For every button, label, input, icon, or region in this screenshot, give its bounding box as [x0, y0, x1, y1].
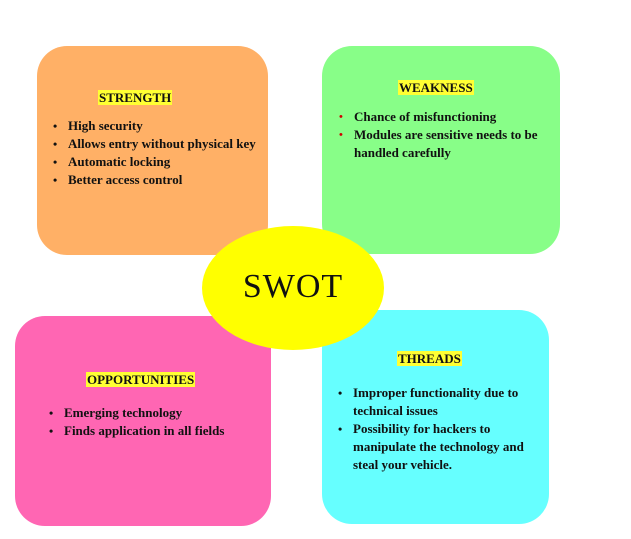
weakness-heading: WEAKNESS [398, 80, 474, 95]
bullet-icon: • [49, 406, 54, 420]
opportunities-heading: OPPORTUNITIES [86, 372, 196, 387]
list-item: • Possibility for hackers to manipulate … [338, 421, 524, 472]
swot-title: SWOT [242, 268, 344, 305]
weakness-list: • Chance of misfunctioning • Modules are s… [339, 108, 553, 162]
swot-center-ellipse: SWOT [202, 226, 384, 350]
list-item: • Automatic locking [53, 154, 171, 169]
list-item: • Better access control [53, 172, 183, 187]
strength-list: • High security • Allows entry without phy… [53, 117, 267, 189]
list-item: • High security [53, 118, 143, 133]
strength-box: STRENGTH • High security • Allows entry wi… [37, 46, 268, 255]
bullet-icon: • [338, 386, 343, 400]
threads-box: THREADS • Improper functionality due to t… [322, 310, 549, 524]
threads-heading: THREADS [397, 351, 462, 366]
threads-list: • Improper functionality due to technical… [338, 384, 548, 474]
strength-heading: STRENGTH [98, 90, 173, 105]
list-item: • Modules are sensitive needs to be handl… [339, 127, 538, 160]
bullet-icon: • [53, 137, 58, 151]
weakness-box: WEAKNESS • Chance of misfunctioning • Modu… [322, 46, 560, 254]
opportunities-box: OPPORTUNITIES • Emerging technology • Find… [15, 316, 271, 526]
bullet-icon: • [338, 422, 343, 436]
bullet-icon: • [53, 155, 58, 169]
bullet-icon: • [53, 173, 58, 187]
bullet-icon: • [339, 111, 343, 123]
list-item: • Chance of misfunctioning [339, 109, 497, 124]
bullet-icon: • [339, 129, 343, 141]
bullet-icon: • [53, 119, 58, 133]
bullet-icon: • [49, 424, 54, 438]
opportunities-list: • Emerging technology • Finds application … [49, 404, 263, 440]
list-item: • Finds application in all fields [49, 423, 225, 438]
list-item: • Allows entry without physical key [53, 136, 256, 151]
list-item: • Improper functionality due to technical… [338, 385, 519, 418]
list-item: • Emerging technology [49, 405, 183, 420]
